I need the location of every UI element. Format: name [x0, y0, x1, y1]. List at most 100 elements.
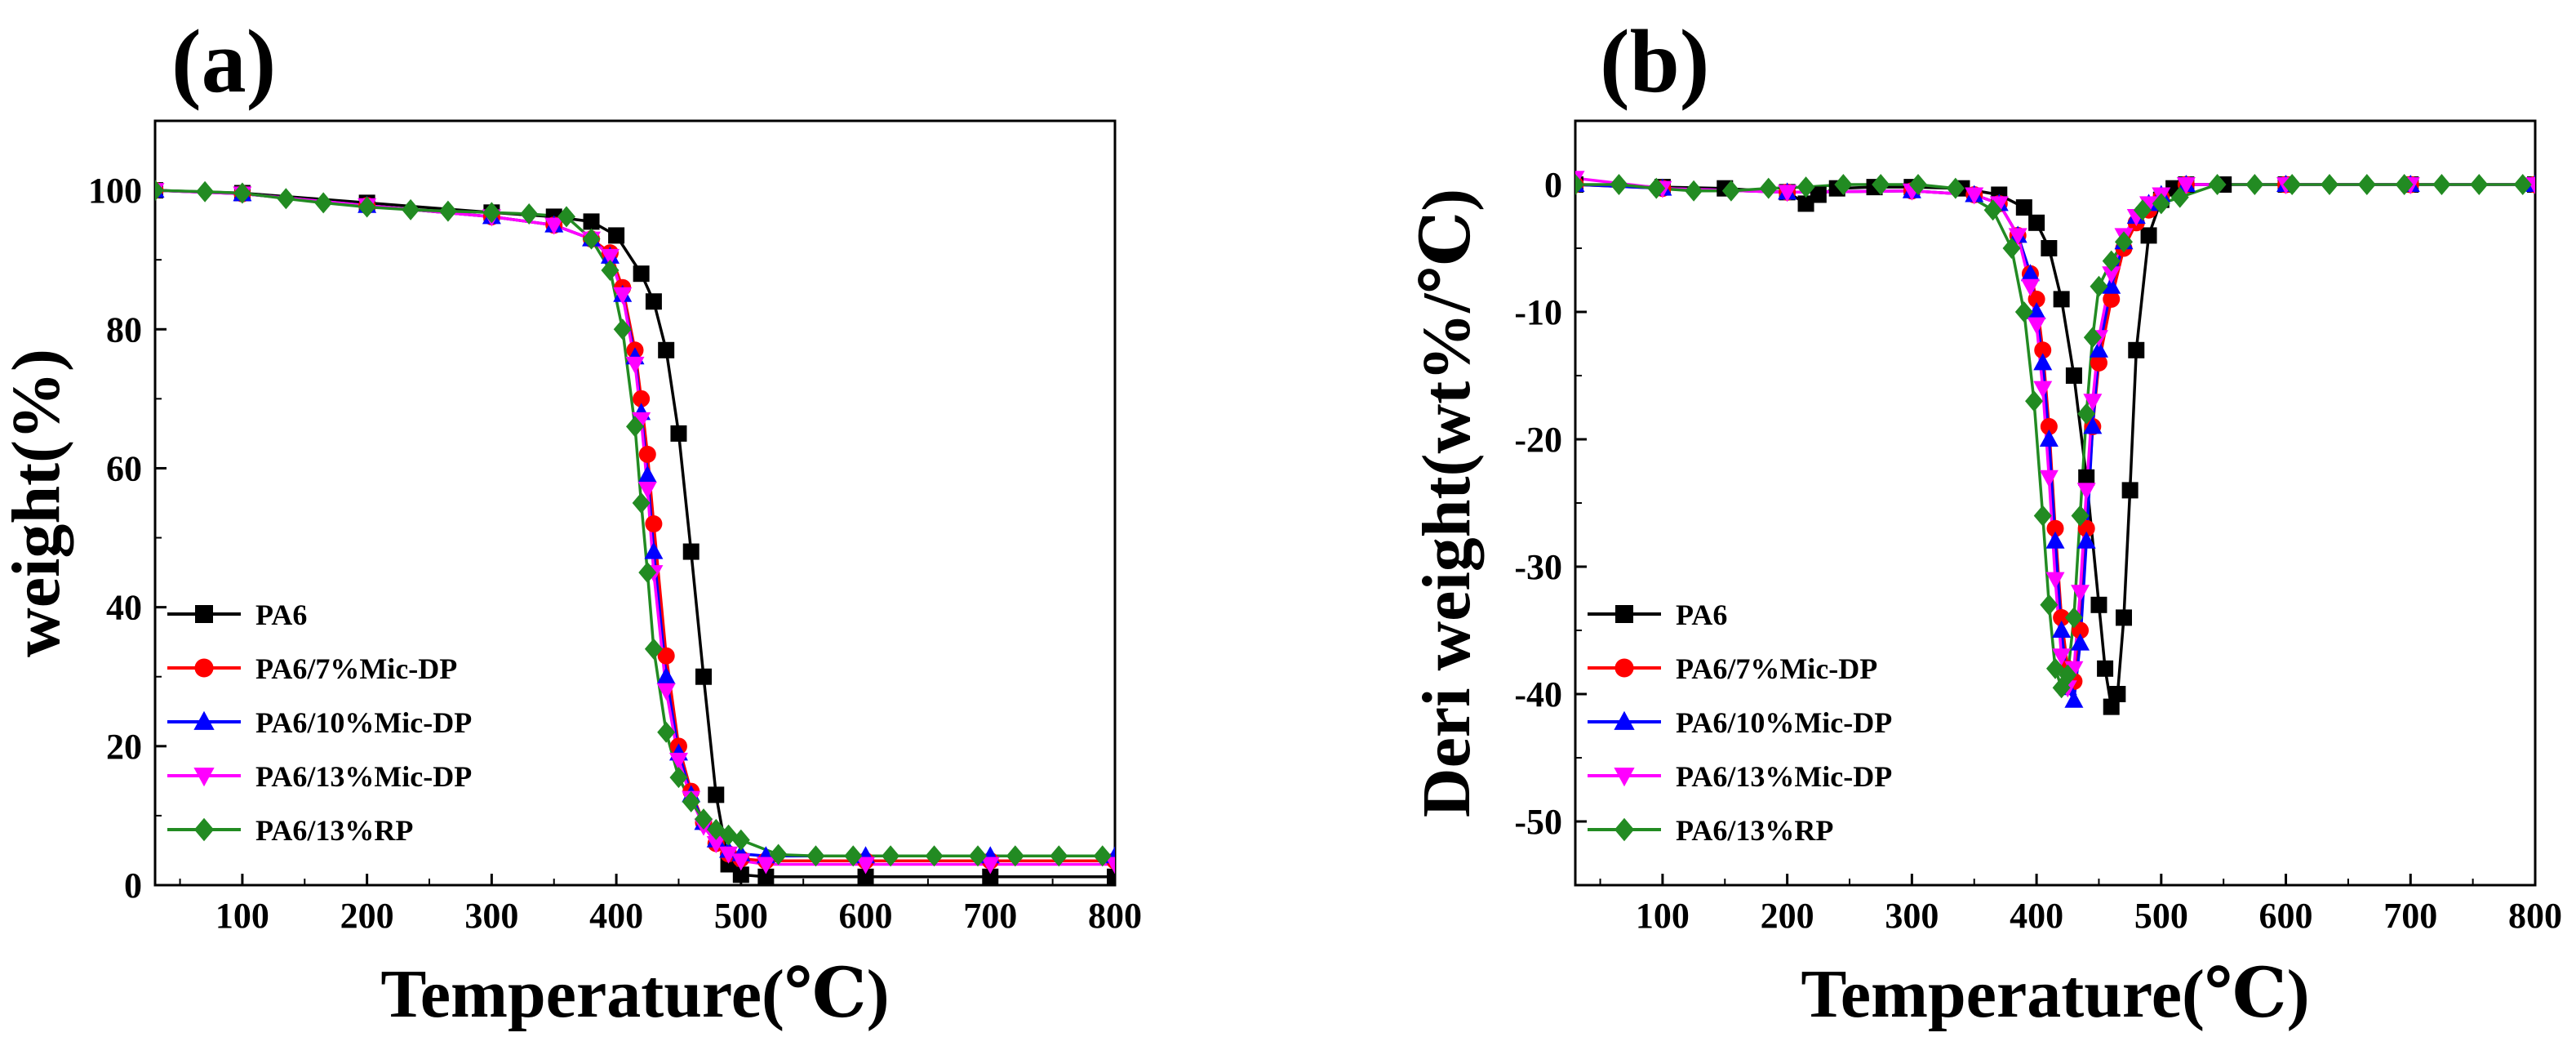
- y-tick-label: 20: [106, 727, 142, 767]
- data-point: [2115, 231, 2133, 253]
- data-point: [882, 845, 900, 867]
- series-markers-pa6-13pctrp: [1575, 174, 2532, 699]
- data-point: [1872, 174, 1890, 195]
- y-tick-label: 100: [88, 171, 142, 211]
- data-point: [2027, 317, 2046, 335]
- data-point: [608, 227, 625, 244]
- data-point: [1006, 845, 1024, 867]
- data-point: [2045, 531, 2065, 549]
- legend: PA6 PA6/7%Mic-DP PA6/10%Mic-DP PA6/13%Mic-D…: [167, 599, 472, 847]
- data-point: [2102, 250, 2121, 272]
- data-point: [637, 481, 657, 499]
- data-point: [657, 647, 675, 665]
- data-point: [582, 228, 601, 250]
- y-tick-label: -40: [1514, 674, 1562, 714]
- x-axis-title: Temperature(℃): [1801, 956, 2309, 1032]
- data-point: [695, 668, 712, 685]
- legend: PA6 PA6/7%Mic-DP PA6/10%Mic-DP PA6/13%Mic-D…: [1588, 599, 1892, 847]
- y-tick-label: -20: [1514, 420, 1562, 460]
- y-tick-label: -50: [1514, 802, 1562, 842]
- x-tick-label: 500: [2134, 896, 2188, 936]
- legend-item: PA6/13%Mic-DP: [1588, 760, 1892, 793]
- data-point: [2077, 403, 2096, 425]
- data-point: [482, 202, 501, 224]
- legend-label: PA6: [1676, 599, 1727, 631]
- x-tick-label: 800: [2508, 896, 2562, 936]
- data-point: [2083, 327, 2102, 349]
- y-axis-title: weight(%): [0, 349, 74, 657]
- data-point: [601, 259, 620, 281]
- data-point: [638, 562, 657, 584]
- data-point: [2103, 290, 2121, 308]
- data-point: [2090, 275, 2108, 297]
- data-point: [2133, 199, 2152, 221]
- data-point: [731, 829, 750, 851]
- legend-label: PA6/10%Mic-DP: [255, 706, 472, 739]
- data-point: [982, 868, 999, 885]
- data-point: [695, 808, 713, 830]
- data-point: [719, 846, 739, 864]
- data-point: [2053, 608, 2071, 626]
- legend-label: PA6/7%Mic-DP: [255, 652, 457, 685]
- data-point: [2059, 664, 2077, 686]
- y-tick-label: 40: [106, 588, 142, 628]
- legend-item: PA6: [1588, 599, 1727, 631]
- data-point: [2064, 690, 2084, 708]
- data-point: [2034, 341, 2052, 359]
- data-point: [969, 845, 987, 867]
- legend-marker: [193, 817, 215, 842]
- legend-item: PA6/13%Mic-DP: [167, 760, 472, 793]
- data-point: [2033, 505, 2052, 527]
- panel-b: (b) 100 200 300 400 500 600 700 800 0 -10 -20 -30 -40…: [1409, 11, 2562, 1032]
- data-point: [1965, 187, 1984, 205]
- data-point: [2076, 531, 2096, 549]
- data-point: [402, 198, 420, 220]
- legend-item: PA6/13%RP: [1588, 814, 1833, 847]
- legend-marker: [194, 658, 214, 678]
- data-point: [1610, 174, 1628, 195]
- y-tick-label: 80: [106, 309, 142, 349]
- data-point: [1759, 177, 1778, 199]
- data-point: [2008, 228, 2027, 246]
- data-point: [644, 638, 663, 660]
- x-tick-label: 700: [2383, 896, 2437, 936]
- data-point: [544, 217, 564, 235]
- data-point: [2513, 174, 2532, 195]
- legend-label: PA6/13%RP: [1676, 814, 1833, 847]
- data-point: [2321, 174, 2338, 195]
- data-point: [806, 845, 825, 867]
- series-line: [155, 189, 1115, 858]
- data-point: [2470, 174, 2489, 195]
- data-point: [1107, 868, 1115, 885]
- data-point: [2040, 594, 2059, 616]
- data-point: [2076, 483, 2096, 501]
- panel-label: (a): [171, 11, 276, 111]
- data-point: [2208, 174, 2227, 195]
- data-point: [656, 666, 676, 684]
- legend-item: PA6: [167, 599, 307, 631]
- series-markers-pa6-13pctrp: [155, 180, 1112, 867]
- legend-marker: [1614, 768, 1635, 787]
- data-point: [2077, 519, 2095, 537]
- legend-marker: [1615, 605, 1633, 623]
- data-point: [600, 248, 620, 266]
- data-point: [2102, 276, 2121, 294]
- data-point: [196, 180, 215, 203]
- x-tick-label: 200: [340, 896, 394, 936]
- legend-item: PA6/7%Mic-DP: [1588, 652, 1877, 685]
- data-point: [706, 835, 726, 853]
- data-point: [2103, 698, 2120, 715]
- data-point: [2071, 633, 2090, 651]
- data-point: [925, 845, 944, 867]
- legend-label: PA6: [255, 599, 307, 631]
- data-point: [708, 786, 725, 803]
- data-point: [1721, 180, 1740, 202]
- data-point: [2033, 381, 2053, 398]
- legend-item: PA6/13%RP: [167, 814, 413, 847]
- data-point: [644, 541, 664, 559]
- data-point: [626, 416, 644, 438]
- data-point: [2020, 264, 2040, 282]
- data-point: [2014, 301, 2033, 323]
- data-point: [2083, 416, 2103, 434]
